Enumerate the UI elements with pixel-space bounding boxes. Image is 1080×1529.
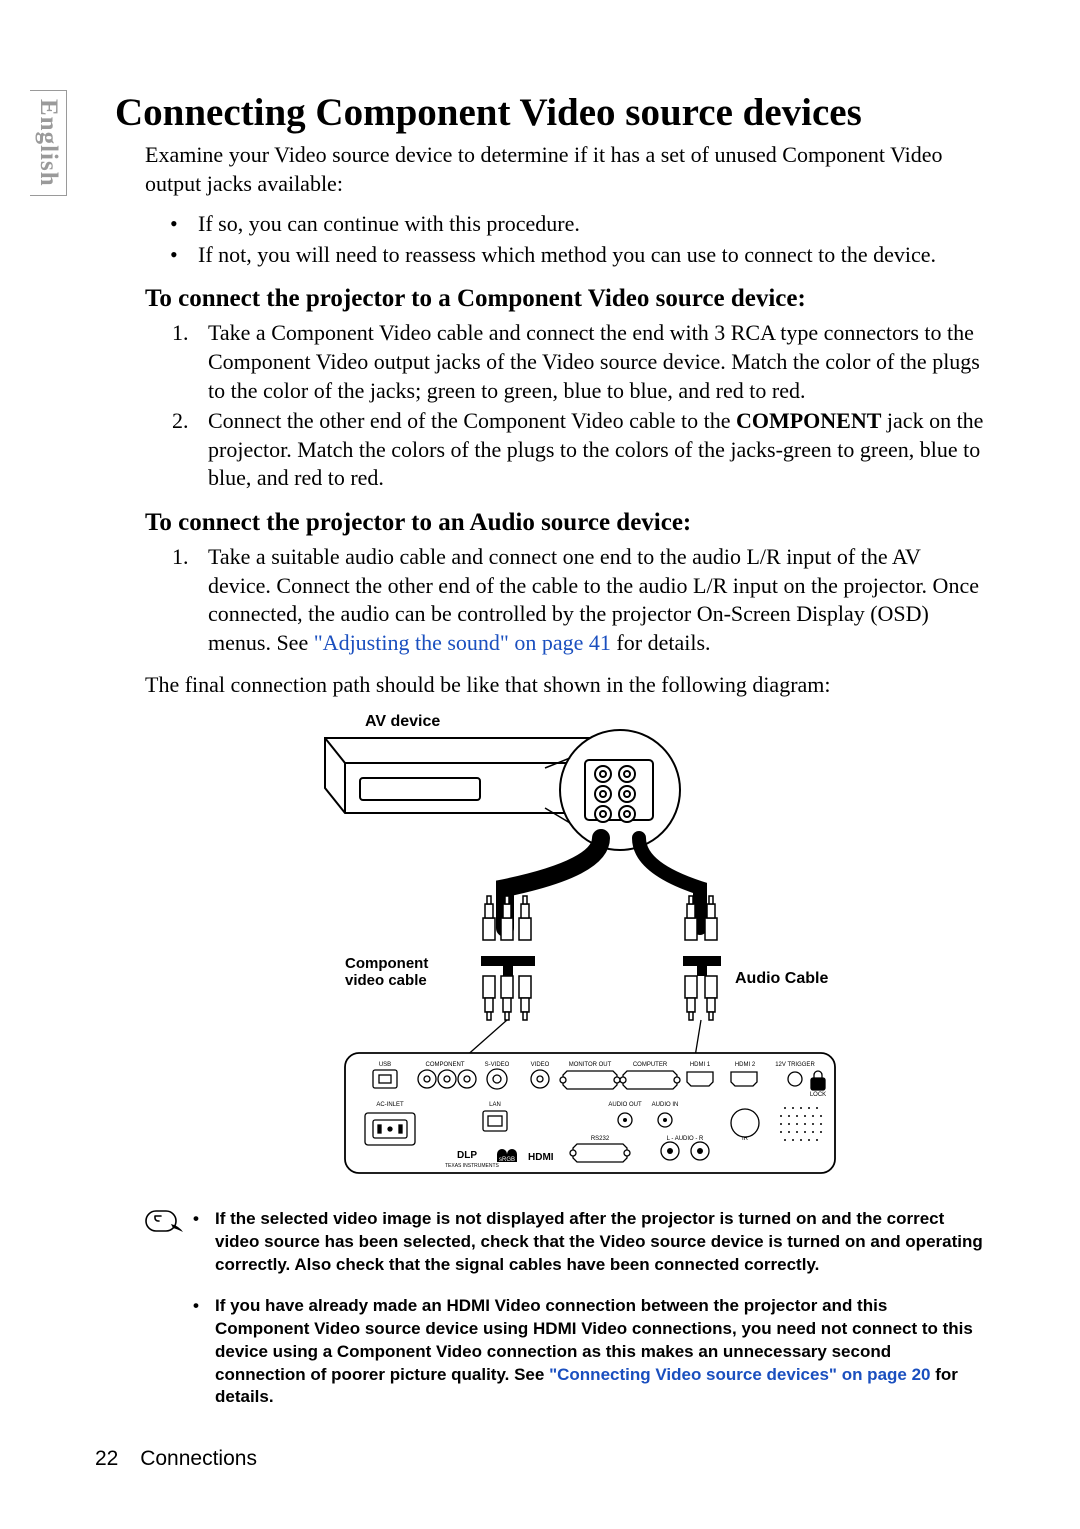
step-number: 2.	[172, 407, 208, 493]
page-title: Connecting Component Video source device…	[115, 90, 985, 135]
diagram-label-component: Componentvideo cable	[345, 955, 428, 989]
list-item: 1. Take a suitable audio cable and conne…	[180, 543, 985, 657]
link-text[interactable]: "Connecting Video source devices" on pag…	[549, 1365, 930, 1384]
note-text: If you have already made an HDMI Video c…	[215, 1295, 985, 1410]
svg-text:AC-INLET: AC-INLET	[376, 1102, 404, 1108]
svg-text:RS232: RS232	[591, 1136, 610, 1142]
bullet-icon: •	[193, 1208, 215, 1277]
list-item: • If you have already made an HDMI Video…	[193, 1295, 985, 1410]
note-icon	[145, 1208, 193, 1428]
svg-text:VIDEO: VIDEO	[531, 1062, 550, 1068]
list-item: If not, you will need to reassess which …	[180, 241, 985, 270]
language-tab: English	[30, 90, 67, 196]
page-footer: 22 Connections	[95, 1447, 257, 1471]
svg-text:AUDIO IN: AUDIO IN	[652, 1102, 679, 1108]
svg-text:LOCK: LOCK	[810, 1092, 826, 1098]
svg-text:TEXAS INSTRUMENTS: TEXAS INSTRUMENTS	[445, 1163, 500, 1169]
step-text: Connect the other end of the Component V…	[208, 407, 985, 493]
diagram-label-av: AV device	[365, 713, 440, 730]
svg-text:MONITOR OUT: MONITOR OUT	[569, 1062, 612, 1068]
bold-text: COMPONENT	[736, 408, 881, 433]
component-steps: 1. Take a Component Video cable and conn…	[180, 319, 985, 493]
svg-text:HDMI: HDMI	[528, 1152, 554, 1163]
list-item: 2. Connect the other end of the Componen…	[180, 407, 985, 493]
section-heading-audio: To connect the projector to an Audio sou…	[145, 509, 985, 537]
svg-text:COMPUTER: COMPUTER	[633, 1062, 668, 1068]
section-heading-component: To connect the projector to a Component …	[145, 285, 985, 313]
diagram-label-audio: Audio Cable	[735, 970, 828, 987]
svg-text:LAN: LAN	[489, 1102, 501, 1108]
svg-text:S-VIDEO: S-VIDEO	[485, 1062, 510, 1068]
svg-text:sRGB: sRGB	[499, 1157, 515, 1163]
final-connection-text: The final connection path should be like…	[145, 671, 985, 700]
notes-block: • If the selected video image is not dis…	[145, 1208, 985, 1428]
text: for details.	[611, 630, 711, 655]
svg-text:HDMI 1: HDMI 1	[690, 1062, 711, 1068]
notes-list: • If the selected video image is not dis…	[193, 1208, 985, 1428]
list-item: If so, you can continue with this proced…	[180, 210, 985, 239]
page-number: 22	[95, 1447, 118, 1470]
intro-bullets: If so, you can continue with this proced…	[180, 210, 985, 269]
svg-text:USB: USB	[379, 1062, 391, 1068]
bullet-icon: •	[193, 1295, 215, 1410]
intro-text: Examine your Video source device to dete…	[145, 141, 985, 198]
text: Connect the other end of the Component V…	[208, 408, 736, 433]
connection-diagram: AV device	[145, 708, 985, 1188]
step-number: 1.	[172, 319, 208, 405]
page-content: Examine your Video source device to dete…	[145, 141, 985, 1427]
audio-steps: 1. Take a suitable audio cable and conne…	[180, 543, 985, 657]
link-text[interactable]: "Adjusting the sound" on page 41	[314, 630, 611, 655]
section-name: Connections	[140, 1447, 257, 1470]
svg-text:HDMI 2: HDMI 2	[735, 1062, 756, 1068]
diagram-svg: AV device	[245, 708, 885, 1188]
svg-text:AUDIO OUT: AUDIO OUT	[608, 1102, 642, 1108]
list-item: • If the selected video image is not dis…	[193, 1208, 985, 1277]
step-text: Take a suitable audio cable and connect …	[208, 543, 985, 657]
step-number: 1.	[172, 543, 208, 657]
note-text: If the selected video image is not displ…	[215, 1208, 985, 1277]
step-text: Take a Component Video cable and connect…	[208, 319, 985, 405]
svg-text:L - AUDIO - R: L - AUDIO - R	[667, 1136, 704, 1142]
svg-text:12V TRIGGER: 12V TRIGGER	[775, 1062, 815, 1068]
svg-text:COMPONENT: COMPONENT	[426, 1062, 465, 1068]
svg-text:DLP: DLP	[457, 1150, 477, 1161]
list-item: 1. Take a Component Video cable and conn…	[180, 319, 985, 405]
